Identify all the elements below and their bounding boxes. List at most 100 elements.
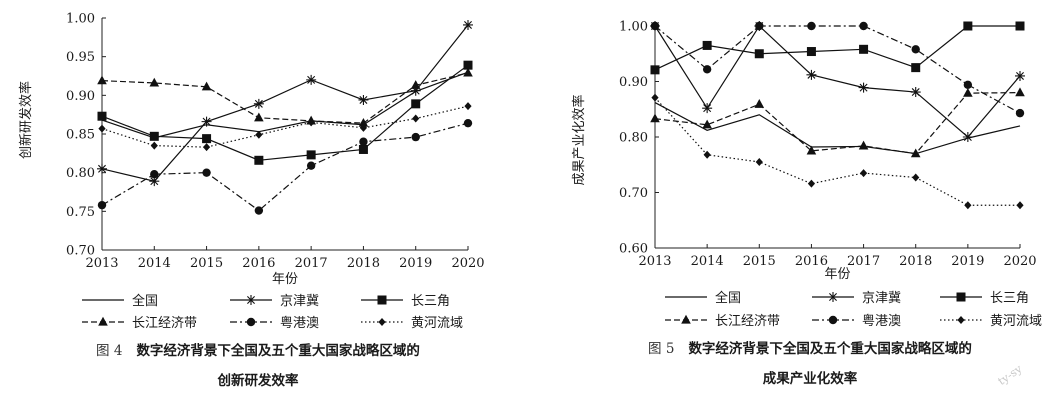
x-tick-label: 2016 bbox=[242, 256, 275, 271]
data-point bbox=[98, 124, 106, 133]
data-point bbox=[650, 113, 660, 123]
data-point bbox=[254, 155, 264, 165]
data-point bbox=[702, 103, 713, 114]
legend-item: 京津冀 bbox=[230, 293, 319, 309]
data-point bbox=[149, 176, 160, 187]
legend-marker bbox=[246, 317, 256, 327]
legend-item: 粤港澳 bbox=[812, 313, 901, 329]
data-point bbox=[149, 131, 159, 141]
figure-caption-text: 数字经济背景下全国及五个重大国家战略区域的 bbox=[136, 342, 420, 359]
data-point bbox=[412, 114, 420, 123]
legend-item: 粤港澳 bbox=[230, 315, 319, 331]
data-point bbox=[463, 118, 473, 128]
series-line bbox=[654, 102, 1021, 155]
data-point bbox=[463, 19, 473, 30]
data-point bbox=[253, 98, 264, 109]
legend-marker bbox=[378, 318, 386, 326]
x-tick-label: 2018 bbox=[899, 254, 932, 269]
data-point bbox=[859, 169, 868, 178]
y-tick-label: 0.80 bbox=[66, 166, 95, 181]
data-point bbox=[1015, 70, 1025, 81]
series-6 bbox=[98, 102, 472, 152]
data-point bbox=[806, 47, 816, 57]
data-point bbox=[807, 179, 816, 188]
legend-label: 长三角 bbox=[411, 294, 450, 309]
legend-item: 京津冀 bbox=[812, 290, 901, 306]
series-line bbox=[654, 97, 1020, 206]
data-point bbox=[411, 132, 420, 142]
legend-label: 全国 bbox=[132, 293, 158, 309]
data-point bbox=[359, 137, 368, 146]
x-tick-label: 2015 bbox=[190, 256, 223, 271]
data-point bbox=[703, 150, 711, 159]
series-line bbox=[101, 72, 469, 124]
data-point bbox=[702, 65, 712, 74]
data-point bbox=[150, 141, 158, 150]
data-point bbox=[202, 168, 211, 177]
legend-label: 长江经济带 bbox=[715, 314, 780, 329]
data-point bbox=[97, 200, 107, 210]
y-tick-label: 0.85 bbox=[66, 128, 95, 143]
y-tick-label: 0.75 bbox=[66, 205, 95, 220]
data-point bbox=[306, 150, 316, 160]
data-point bbox=[358, 144, 368, 154]
data-point bbox=[358, 94, 369, 105]
series-5 bbox=[650, 21, 1025, 118]
data-point bbox=[702, 40, 712, 50]
data-point bbox=[306, 74, 317, 85]
legend-item: 长三角 bbox=[940, 291, 1029, 306]
legend-item: 全国 bbox=[82, 293, 158, 309]
x-tick-label: 2020 bbox=[451, 256, 484, 271]
data-point bbox=[858, 140, 869, 150]
data-point bbox=[358, 117, 369, 127]
data-point bbox=[911, 63, 921, 73]
data-point bbox=[910, 87, 921, 98]
series-2 bbox=[97, 19, 473, 187]
data-point bbox=[963, 80, 973, 90]
chart-panel-2: 0.60 0.70 0.80 0.90 1.00 2013 2014 2015 2016 2017… bbox=[571, 20, 1042, 388]
y-tick-label: 0.90 bbox=[619, 75, 648, 90]
y-tick-label: 0.80 bbox=[619, 131, 648, 146]
data-point bbox=[1015, 21, 1025, 31]
data-point bbox=[201, 116, 212, 127]
y-tick-label: 0.70 bbox=[619, 186, 648, 201]
series-line bbox=[654, 25, 1021, 138]
data-point bbox=[755, 157, 763, 166]
legend-item: 全国 bbox=[665, 290, 741, 306]
series-line bbox=[101, 71, 469, 139]
legend-marker bbox=[956, 292, 966, 302]
x-tick-label: 2016 bbox=[795, 254, 828, 269]
legend-item: 长江经济带 bbox=[82, 316, 197, 331]
legend-label: 粤港澳 bbox=[862, 313, 901, 329]
legend-label: 全国 bbox=[715, 290, 741, 306]
data-point bbox=[912, 173, 920, 182]
data-point bbox=[306, 161, 316, 170]
data-point bbox=[806, 69, 817, 80]
legend-marker bbox=[377, 295, 387, 305]
data-point bbox=[254, 206, 264, 215]
y-tick-label: 0.60 bbox=[619, 242, 648, 257]
data-point bbox=[307, 118, 315, 127]
data-point bbox=[806, 145, 817, 155]
series-6 bbox=[651, 93, 1024, 210]
y-tick-label: 0.95 bbox=[66, 50, 95, 65]
legend-marker bbox=[957, 316, 965, 324]
legend-item: 长三角 bbox=[361, 294, 450, 309]
legend-marker bbox=[828, 292, 838, 302]
legend-label: 长江经济带 bbox=[132, 316, 197, 331]
data-point bbox=[411, 99, 421, 109]
x-tick-label: 2014 bbox=[691, 254, 724, 269]
figure-number: 图 5 bbox=[648, 341, 674, 357]
data-point bbox=[962, 132, 973, 142]
series-1 bbox=[654, 102, 1021, 155]
data-point bbox=[150, 170, 159, 179]
data-point bbox=[650, 65, 660, 75]
x-tick-label: 2014 bbox=[138, 256, 171, 271]
series-5 bbox=[97, 118, 473, 215]
data-point bbox=[651, 93, 659, 102]
data-point bbox=[964, 201, 972, 210]
x-tick-label: 2020 bbox=[1003, 254, 1036, 269]
data-point bbox=[410, 80, 421, 89]
data-point bbox=[202, 143, 211, 152]
